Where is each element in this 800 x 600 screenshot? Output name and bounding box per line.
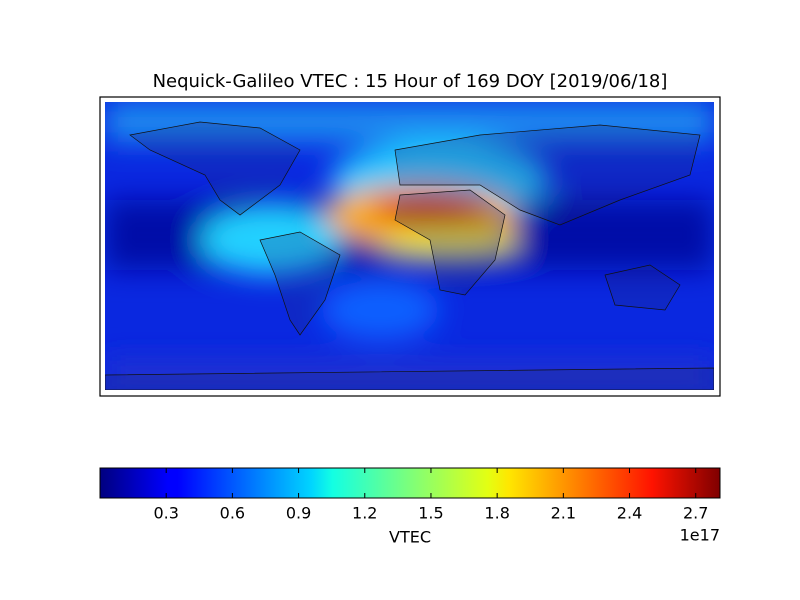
colorbar <box>99 467 721 499</box>
colorbar-tick-label: 1.5 <box>418 504 443 523</box>
colorbar-tick-label: 2.4 <box>617 504 642 523</box>
colorbar-tick-label: 2.7 <box>683 504 708 523</box>
colorbar-offset: 1e17 <box>680 526 720 545</box>
colorbar-tick-label: 1.2 <box>352 504 377 523</box>
colorbar-label: VTEC <box>389 528 431 547</box>
colorbar-tick-label: 0.9 <box>286 504 311 523</box>
chart-title: Nequick-Galileo VTEC : 15 Hour of 169 DO… <box>153 71 668 92</box>
colorbar-tick-label: 2.1 <box>551 504 576 523</box>
colorbar-tick-label: 1.8 <box>484 504 509 523</box>
vtec-map <box>105 102 714 390</box>
colorbar-tick-label: 0.6 <box>220 504 245 523</box>
colorbar-tick-label: 0.3 <box>153 504 178 523</box>
